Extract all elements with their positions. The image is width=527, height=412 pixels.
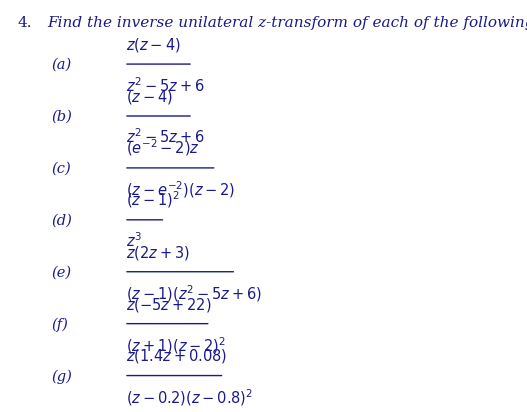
Text: $(z+1)(z-2)^2$: $(z+1)(z-2)^2$ [126, 335, 226, 356]
Text: (f): (f) [51, 317, 68, 332]
Text: $z^3$: $z^3$ [126, 232, 142, 250]
Text: $(z-4)$: $(z-4)$ [126, 88, 173, 106]
Text: (b): (b) [51, 110, 72, 124]
Text: $z(z-4)$: $z(z-4)$ [126, 36, 181, 54]
Text: $(z-1)(z^2-5z+6)$: $(z-1)(z^2-5z+6)$ [126, 283, 262, 304]
Text: $(z-0.2)(z-0.8)^2$: $(z-0.2)(z-0.8)^2$ [126, 387, 253, 408]
Text: $(z-1)^2$: $(z-1)^2$ [126, 189, 180, 210]
Text: $z(2z+3)$: $z(2z+3)$ [126, 243, 190, 262]
Text: $z(-5z+22)$: $z(-5z+22)$ [126, 295, 212, 314]
Text: $z^2-5z+6$: $z^2-5z+6$ [126, 76, 204, 94]
Text: $z(1.4z+0.08)$: $z(1.4z+0.08)$ [126, 347, 227, 365]
Text: (c): (c) [51, 162, 71, 176]
Text: (a): (a) [51, 58, 72, 72]
Text: $z^2-5z+6$: $z^2-5z+6$ [126, 128, 204, 146]
Text: (g): (g) [51, 369, 72, 384]
Text: (e): (e) [51, 266, 71, 280]
Text: $(z-e^{-2})(z-2)$: $(z-e^{-2})(z-2)$ [126, 180, 236, 200]
Text: $(e^{-2}-2)z$: $(e^{-2}-2)z$ [126, 137, 200, 158]
Text: (d): (d) [51, 214, 72, 228]
Text: 4.: 4. [18, 16, 32, 30]
Text: Find the inverse unilateral z-transform of each of the following:: Find the inverse unilateral z-transform … [47, 16, 527, 30]
